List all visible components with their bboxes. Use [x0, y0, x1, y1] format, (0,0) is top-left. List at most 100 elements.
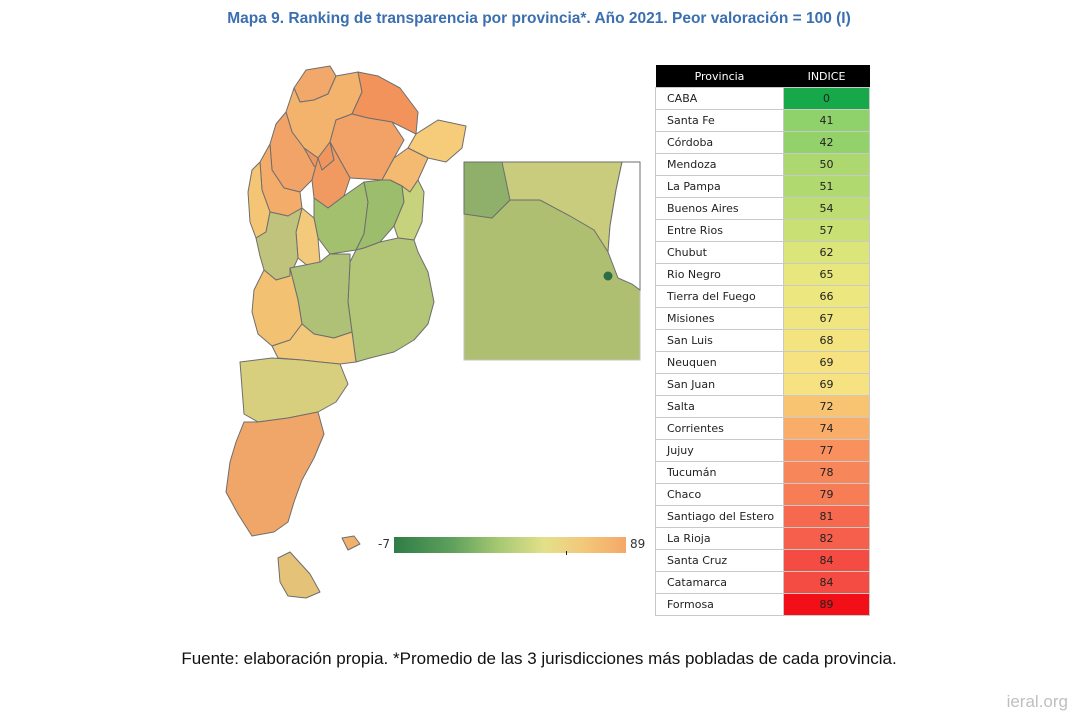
province-chubut: [239, 357, 349, 423]
table-row: Mendoza 50: [655, 153, 870, 176]
province-name-cell: Córdoba: [655, 131, 784, 154]
table-row: Chaco 79: [655, 483, 870, 506]
province-name-cell: La Rioja: [655, 527, 784, 550]
index-value-cell: 81: [783, 505, 870, 528]
ranking-table: Provincia INDICE CABA 0 Santa Fe 41 Córdoba 4…: [655, 65, 870, 616]
index-value-cell: 84: [783, 549, 870, 572]
province-name-cell: Santiago del Estero: [655, 505, 784, 528]
province-name-cell: Santa Cruz: [655, 549, 784, 572]
table-row: Tucumán 78: [655, 461, 870, 484]
table-row: La Rioja 82: [655, 527, 870, 550]
index-value-cell: 51: [783, 175, 870, 198]
index-value-cell: 66: [783, 285, 870, 308]
index-value-cell: 50: [783, 153, 870, 176]
province-name-cell: Chaco: [655, 483, 784, 506]
province-formosa: [351, 71, 419, 135]
inset-region-northwest: [463, 161, 511, 219]
map-title: Mapa 9. Ranking de transparencia por pro…: [227, 10, 851, 27]
scale-gradient-bar: [394, 537, 626, 553]
province-entre-rios: [393, 179, 425, 241]
index-value-cell: 78: [783, 461, 870, 484]
province-santa-fe: [355, 179, 405, 251]
index-value-cell: 68: [783, 329, 870, 352]
index-value-cell: 42: [783, 131, 870, 154]
province-tierra-del-fuego: [277, 551, 321, 599]
header-index: INDICE: [783, 65, 870, 88]
table-row: Tierra del Fuego 66: [655, 285, 870, 308]
table-row: Corrientes 74: [655, 417, 870, 440]
index-value-cell: 0: [783, 87, 870, 110]
province-name-cell: Neuquen: [655, 351, 784, 374]
province-name-cell: Rio Negro: [655, 263, 784, 286]
island-malvinas: [341, 535, 361, 551]
province-name-cell: Tucumán: [655, 461, 784, 484]
table-row: San Luis 68: [655, 329, 870, 352]
province-name-cell: Santa Fe: [655, 109, 784, 132]
index-value-cell: 69: [783, 351, 870, 374]
index-value-cell: 72: [783, 395, 870, 418]
argentina-map: [225, 65, 467, 599]
province-mendoza: [255, 207, 303, 281]
province-name-cell: Misiones: [655, 307, 784, 330]
index-value-cell: 65: [783, 263, 870, 286]
table-row: Santa Cruz 84: [655, 549, 870, 572]
watermark: ieral.org: [1006, 692, 1068, 711]
index-value-cell: 57: [783, 219, 870, 242]
province-name-cell: Buenos Aires: [655, 197, 784, 220]
province-name-cell: Salta: [655, 395, 784, 418]
province-rio-negro: [271, 323, 357, 365]
table-row: San Juan 69: [655, 373, 870, 396]
table-row: CABA 0: [655, 87, 870, 110]
index-value-cell: 54: [783, 197, 870, 220]
table-row: Neuquen 69: [655, 351, 870, 374]
table-row: Entre Rios 57: [655, 219, 870, 242]
scale-tick-mark: [566, 551, 567, 555]
caba-inset-map: [463, 161, 641, 361]
province-name-cell: La Pampa: [655, 175, 784, 198]
table-row: Buenos Aires 54: [655, 197, 870, 220]
province-name-cell: CABA: [655, 87, 784, 110]
table-row: Santa Fe 41: [655, 109, 870, 132]
province-name-cell: Mendoza: [655, 153, 784, 176]
table-row: Misiones 67: [655, 307, 870, 330]
scale-max-label: 89: [630, 537, 646, 551]
province-name-cell: Tierra del Fuego: [655, 285, 784, 308]
index-value-cell: 62: [783, 241, 870, 264]
table-header-row: Provincia INDICE: [655, 65, 870, 88]
index-value-cell: 79: [783, 483, 870, 506]
table-row: Rio Negro 65: [655, 263, 870, 286]
province-name-cell: Catamarca: [655, 571, 784, 594]
table-row: Córdoba 42: [655, 131, 870, 154]
scale-min-label: -7: [378, 537, 390, 551]
index-value-cell: 77: [783, 439, 870, 462]
index-value-cell: 69: [783, 373, 870, 396]
table-row: Jujuy 77: [655, 439, 870, 462]
province-name-cell: Chubut: [655, 241, 784, 264]
inset-caba-marker: [603, 271, 613, 281]
color-scale: -7 89: [370, 534, 650, 558]
index-value-cell: 89: [783, 593, 870, 616]
table-row: La Pampa 51: [655, 175, 870, 198]
province-name-cell: San Luis: [655, 329, 784, 352]
table-row: Santiago del Estero 81: [655, 505, 870, 528]
index-value-cell: 41: [783, 109, 870, 132]
index-value-cell: 74: [783, 417, 870, 440]
province-santiago-del-estero: [311, 141, 351, 209]
header-province: Provincia: [655, 65, 784, 88]
province-name-cell: Corrientes: [655, 417, 784, 440]
index-value-cell: 84: [783, 571, 870, 594]
index-value-cell: 82: [783, 527, 870, 550]
inset-river-coast: [607, 161, 641, 291]
province-name-cell: Formosa: [655, 593, 784, 616]
province-santa-cruz: [225, 411, 325, 537]
table-row: Formosa 89: [655, 593, 870, 616]
province-name-cell: Jujuy: [655, 439, 784, 462]
province-name-cell: Entre Rios: [655, 219, 784, 242]
table-row: Chubut 62: [655, 241, 870, 264]
table-row: Catamarca 84: [655, 571, 870, 594]
source-note: Fuente: elaboración propia. *Promedio de…: [181, 649, 897, 668]
province-buenos-aires: [347, 237, 435, 363]
province-name-cell: San Juan: [655, 373, 784, 396]
index-value-cell: 67: [783, 307, 870, 330]
table-row: Salta 72: [655, 395, 870, 418]
